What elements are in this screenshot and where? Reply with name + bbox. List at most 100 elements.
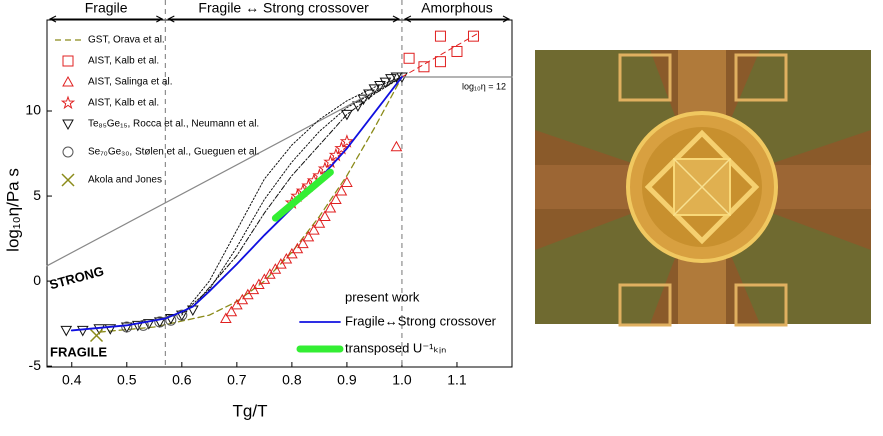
legend-swatch: [60, 95, 76, 110]
region-label: Fragile ↔ Strong crossover: [198, 0, 369, 16]
series-line: [70, 76, 403, 332]
data-point: [434, 56, 446, 68]
legend-label: AIST, Kalb et al.: [88, 56, 159, 67]
data-point: [154, 316, 166, 328]
y-tick-label: 10: [25, 102, 41, 118]
arrow-head: [502, 15, 511, 23]
legend-swatch: [62, 146, 74, 158]
data-point: [164, 314, 177, 325]
data-point: [324, 201, 337, 213]
y-axis-label: log₁₀η/Pa s: [3, 168, 22, 252]
data-point: [286, 247, 298, 259]
data-point: [352, 101, 364, 112]
data-point: [236, 293, 249, 305]
annotation: log₁₀η = 12: [462, 81, 506, 91]
data-point: [60, 325, 73, 337]
data-point: [323, 154, 338, 169]
data-point: [89, 329, 104, 343]
data-point: [385, 74, 397, 85]
y-tick-label: 0: [33, 272, 41, 288]
y-tick-label: -5: [29, 357, 42, 373]
data-point: [467, 30, 479, 42]
data-point: [330, 193, 342, 204]
data-point: [357, 94, 370, 106]
data-point: [434, 30, 446, 42]
data-point: [390, 140, 403, 152]
data-point: [153, 317, 166, 328]
data-point: [104, 324, 117, 335]
data-point: [137, 319, 149, 331]
legend-label: AIST, Kalb et al.: [88, 98, 159, 109]
x-tick-label: 0.7: [227, 372, 247, 388]
data-point: [297, 237, 309, 249]
data-point: [341, 109, 353, 121]
data-point: [131, 320, 144, 332]
data-point: [275, 258, 287, 269]
legend-label: GST, Orava et al.: [88, 35, 165, 46]
x-tick-label: 0.4: [62, 372, 82, 388]
data-point: [120, 322, 133, 334]
annotation: FRAGILE: [50, 344, 107, 359]
legend-title: present work: [345, 289, 420, 304]
y-tick-label: 5: [33, 187, 41, 203]
x-tick-label: 0.5: [117, 372, 137, 388]
legend-swatch: [62, 75, 74, 87]
photo: [535, 50, 871, 327]
legend-label: Akola and Jones: [88, 175, 162, 186]
data-point: [368, 84, 381, 95]
series-line: [192, 76, 403, 308]
data-point: [308, 224, 320, 235]
data-point: [328, 147, 344, 162]
arrow-head: [48, 15, 57, 23]
legend-swatch: [62, 55, 74, 67]
arrow-head: [156, 15, 164, 23]
data-point: [253, 278, 265, 290]
data-point: [403, 52, 415, 64]
x-tick-label: 0.6: [172, 372, 192, 388]
arrow-head: [167, 15, 175, 23]
region-label: Amorphous: [421, 0, 493, 16]
legend-swatch: [62, 119, 74, 131]
data-point: [264, 268, 276, 279]
x-tick-label: 1.1: [447, 372, 467, 388]
data-point: [231, 298, 243, 310]
legend-label: Fragile↔Strong crossover: [345, 313, 497, 328]
data-point: [219, 312, 232, 324]
x-tick-label: 0.8: [282, 372, 302, 388]
data-point: [258, 273, 271, 284]
data-point: [76, 325, 89, 337]
series-line: [401, 32, 480, 78]
legend-label: AIST, Salinga et al.: [88, 77, 173, 88]
series-line: [181, 76, 403, 316]
legend-label: transposed U⁻¹ₖᵢₙ: [345, 340, 446, 355]
legend-swatch: [61, 173, 75, 187]
annotation: STRONG: [48, 263, 106, 292]
data-point: [339, 134, 355, 148]
series-line: [181, 76, 403, 314]
data-point: [176, 309, 188, 321]
legend-label: Se₇₀Ge₃₀, Stølen et al., Gueguen et al.: [88, 147, 259, 158]
data-point: [142, 319, 155, 330]
arrow-head: [392, 15, 401, 23]
data-point: [335, 184, 348, 196]
data-point: [341, 176, 353, 187]
data-point: [269, 263, 282, 274]
data-point: [302, 230, 315, 242]
legend-label: Te₈₅Ge₁₅, Rocca et al., Neumann et al.: [88, 119, 259, 130]
data-point: [165, 314, 177, 326]
data-point: [242, 288, 254, 300]
data-point: [247, 283, 260, 295]
data-point: [225, 305, 238, 317]
arrow-head: [403, 15, 412, 23]
region-label: Fragile: [85, 0, 128, 16]
series-line: [271, 168, 334, 222]
x-tick-label: 1.0: [392, 372, 412, 388]
data-point: [121, 321, 133, 333]
data-point: [334, 140, 349, 155]
plot-frame: [46, 19, 513, 368]
data-point: [291, 242, 304, 254]
x-axis-label: Tg/T: [233, 401, 268, 420]
data-point: [319, 210, 331, 221]
